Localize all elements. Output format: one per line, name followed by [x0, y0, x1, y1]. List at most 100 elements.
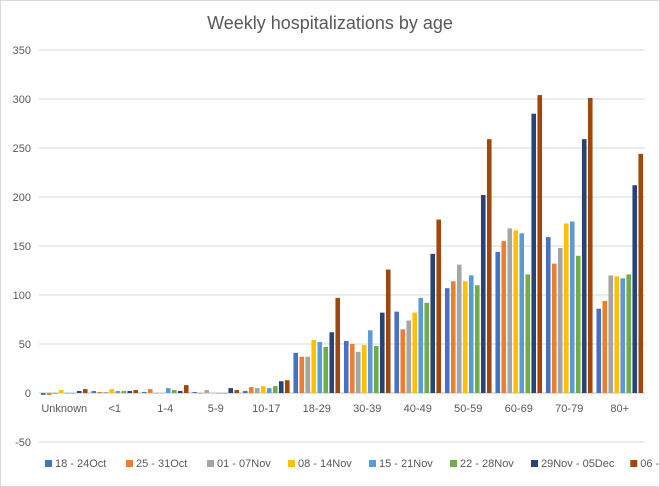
bar [406, 320, 412, 393]
bar [222, 393, 228, 394]
x-tick-label: <1 [108, 403, 121, 415]
bar [525, 274, 531, 393]
y-tick-label: 0 [25, 388, 31, 400]
bar [299, 356, 305, 393]
bar [581, 139, 587, 393]
legend-label: 15 - 21Nov [379, 458, 433, 470]
bar [343, 341, 349, 393]
y-tick-label: 200 [13, 192, 31, 204]
bar [513, 230, 519, 393]
legend-item: 29Nov - 05Dec [531, 458, 615, 470]
bar [620, 278, 626, 393]
bar [474, 285, 480, 393]
bar [507, 228, 513, 393]
bar [192, 392, 198, 393]
bar [242, 391, 248, 393]
legend-label: 18 - 24Oct [55, 458, 106, 470]
bar [329, 332, 335, 393]
bar [141, 392, 147, 393]
bar [602, 300, 608, 393]
x-tick-label: 18-29 [303, 403, 331, 415]
bar [109, 389, 115, 393]
bar [557, 247, 563, 393]
bar [385, 269, 391, 393]
bar [430, 253, 436, 393]
bar [367, 330, 373, 393]
bar [418, 297, 424, 393]
legend-swatch [450, 460, 457, 467]
chart-title: Weekly hospitalizations by age [207, 13, 453, 33]
bar [70, 393, 76, 394]
bar [480, 195, 486, 393]
bar [412, 312, 418, 393]
bar [127, 391, 133, 393]
y-tick-label: 250 [13, 143, 31, 155]
legend-item: 18 - 24Oct [45, 458, 106, 470]
legend-item: 08 - 14Nov [288, 458, 352, 470]
x-tick-label: 40-49 [404, 403, 432, 415]
bar [632, 185, 638, 393]
bar [563, 223, 569, 393]
bar [272, 386, 278, 393]
bar [311, 340, 317, 393]
bar [177, 391, 183, 393]
y-tick-label: 300 [13, 94, 31, 106]
bar [293, 352, 299, 393]
x-tick-label: 5-9 [208, 403, 224, 415]
bar [501, 241, 507, 393]
bar [210, 393, 216, 394]
legend-label: 01 - 07Nov [217, 458, 271, 470]
x-tick-label: 1-4 [157, 403, 173, 415]
y-tick-label: -50 [15, 437, 31, 449]
x-tick-label: 80+ [610, 403, 629, 415]
y-tick-label: 150 [13, 241, 31, 253]
bar [165, 388, 171, 393]
bar [254, 388, 260, 393]
bar [91, 391, 97, 393]
bar [133, 390, 139, 393]
bar [424, 302, 430, 393]
bar [115, 391, 121, 393]
bar [159, 393, 165, 394]
bar [379, 312, 385, 393]
legend-label: 06 - 12Dec [640, 458, 659, 470]
legend-swatch [126, 460, 133, 467]
legend-item: 22 - 28Nov [450, 458, 514, 470]
bar [153, 393, 159, 394]
legend-swatch [288, 460, 295, 467]
x-tick-label: 70-79 [555, 403, 583, 415]
bar [52, 393, 58, 394]
bar [531, 113, 537, 393]
bar [317, 342, 323, 393]
legend-swatch [369, 460, 376, 467]
bar [234, 390, 240, 393]
bar [103, 392, 109, 393]
bar [278, 381, 284, 393]
legend-label: 08 - 14Nov [298, 458, 352, 470]
legend-label: 25 - 31Oct [136, 458, 187, 470]
bar [373, 345, 379, 393]
bar [228, 388, 234, 393]
bar [575, 255, 581, 393]
legend-swatch [630, 460, 638, 467]
x-tick-label: 10-17 [252, 403, 280, 415]
bar [495, 251, 501, 393]
bar [450, 281, 456, 393]
bar [626, 274, 632, 393]
bar [305, 356, 311, 393]
bar [349, 344, 355, 393]
x-tick-label: 30-39 [353, 403, 381, 415]
x-tick-label: Unknown [41, 403, 87, 415]
bar [545, 237, 551, 393]
bar [266, 388, 272, 393]
bar [46, 393, 52, 395]
legend-item: 25 - 31Oct [126, 458, 187, 470]
bar [121, 391, 127, 393]
bar [76, 391, 82, 393]
bar [323, 346, 329, 393]
bar [204, 390, 210, 393]
bar [569, 221, 575, 393]
y-tick-label: 100 [13, 290, 31, 302]
